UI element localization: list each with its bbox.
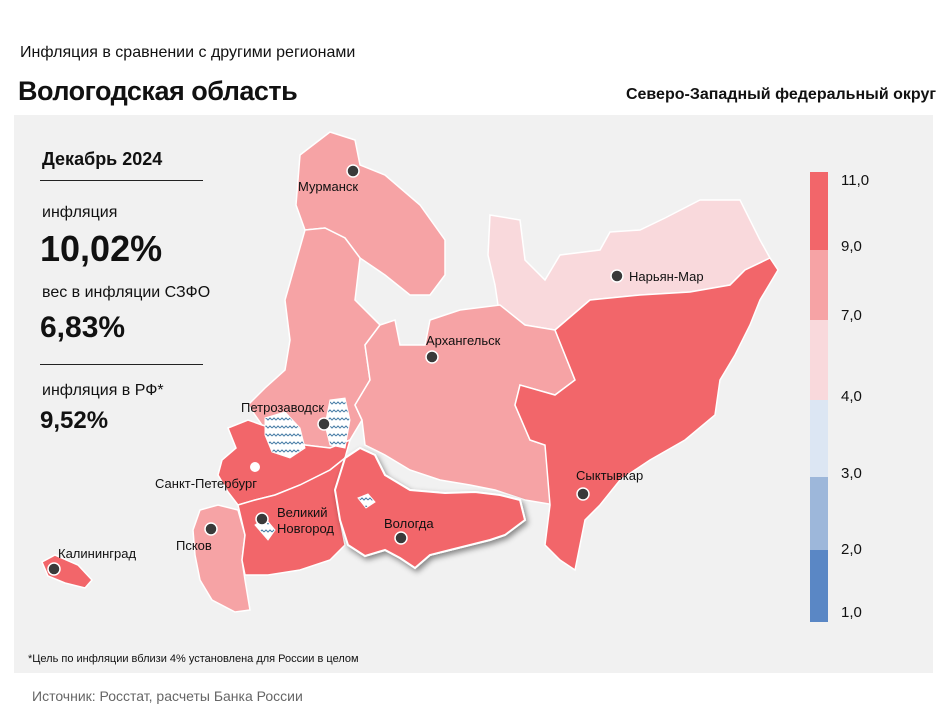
city-marker-saint-petersburg[interactable]: Санкт-Петербург bbox=[155, 460, 262, 491]
svg-text:Архангельск: Архангельск bbox=[426, 333, 501, 348]
legend-label: 3,0 bbox=[841, 465, 862, 482]
svg-text:Мурманск: Мурманск bbox=[298, 179, 358, 194]
svg-text:Нарьян-Мар: Нарьян-Мар bbox=[629, 269, 704, 284]
divider bbox=[40, 364, 203, 365]
inflation-value: 10,02% bbox=[40, 228, 163, 269]
legend-label: 2,0 bbox=[841, 541, 862, 558]
svg-text:Санкт-Петербург: Санкт-Петербург bbox=[155, 476, 257, 491]
lake-beloye bbox=[357, 493, 376, 509]
city-marker-naryan-mar[interactable]: Нарьян-Мар bbox=[610, 269, 704, 284]
city-marker-vologda[interactable]: Вологда bbox=[384, 516, 434, 545]
weight-label: вес в инфляции СЗФО bbox=[42, 284, 211, 301]
city-marker-murmansk[interactable]: Мурманск bbox=[298, 164, 360, 194]
legend-swatch bbox=[810, 250, 828, 320]
city-marker-pskov[interactable]: Псков bbox=[176, 522, 218, 553]
legend-label: 4,0 bbox=[841, 388, 862, 405]
svg-text:Петрозаводск: Петрозаводск bbox=[241, 400, 324, 415]
svg-text:Псков: Псков bbox=[176, 538, 212, 553]
period-label: Декабрь 2024 bbox=[42, 149, 163, 169]
svg-text:Великий: Великий bbox=[277, 505, 328, 520]
svg-text:Калининград: Калининград bbox=[58, 546, 136, 561]
legend-label: 1,0 bbox=[841, 604, 862, 621]
city-marker-petrozavodsk[interactable]: Петрозаводск bbox=[241, 400, 331, 431]
city-marker-arkhangelsk[interactable]: Архангельск bbox=[425, 333, 501, 364]
city-marker-syktyvkar[interactable]: Сыктывкар bbox=[576, 468, 643, 501]
svg-text:Вологда: Вологда bbox=[384, 516, 434, 531]
legend-swatch bbox=[810, 172, 828, 250]
source-note: Источник: Росстат, расчеты Банка России bbox=[32, 688, 303, 704]
legend-label: 11,0 bbox=[841, 172, 870, 189]
page-title: Вологодская область bbox=[18, 76, 298, 106]
region-vologda[interactable] bbox=[333, 446, 527, 570]
lake-ladoga bbox=[264, 411, 306, 459]
legend-swatch bbox=[810, 550, 828, 622]
inflation-label: инфляция bbox=[42, 204, 118, 221]
district-label: Северо-Западный федеральный округ bbox=[625, 86, 936, 103]
footnote: *Цель по инфляции вблизи 4% установлена … bbox=[28, 653, 359, 665]
region-murmansk[interactable] bbox=[295, 131, 446, 296]
svg-text:Новгород: Новгород bbox=[277, 521, 334, 536]
region-novgorod[interactable] bbox=[237, 455, 347, 576]
legend-label: 7,0 bbox=[841, 307, 862, 324]
svg-text:Сыктывкар: Сыктывкар bbox=[576, 468, 643, 483]
subtitle: Инфляция в сравнении с другими регионами bbox=[20, 44, 356, 61]
legend-swatch bbox=[810, 400, 828, 477]
city-marker-kaliningrad[interactable]: Калининград bbox=[47, 546, 136, 576]
legend-label: 9,0 bbox=[841, 238, 862, 255]
legend-swatch bbox=[810, 477, 828, 550]
rf-inflation-label: инфляция в РФ* bbox=[42, 382, 164, 399]
divider bbox=[40, 180, 203, 181]
city-marker-velikiy-novgorod[interactable]: Великий Новгород bbox=[255, 505, 334, 536]
weight-value: 6,83% bbox=[40, 311, 126, 344]
rf-inflation-value: 9,52% bbox=[40, 407, 109, 434]
legend-swatch bbox=[810, 320, 828, 400]
